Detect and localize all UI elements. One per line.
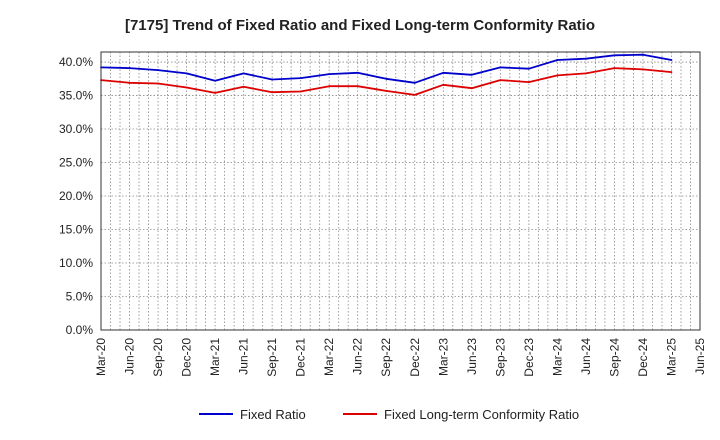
series-0-point: [185, 72, 188, 75]
y-tick-label: 20.0%: [59, 189, 93, 203]
x-tick-label: Mar-25: [664, 338, 678, 376]
series-1-point: [670, 71, 673, 73]
series-0-point: [128, 67, 131, 69]
series-0-point: [271, 78, 274, 81]
y-tick-label: 10.0%: [59, 256, 93, 270]
plot-frame: [100, 51, 701, 331]
x-tick-label: Mar-23: [436, 338, 450, 376]
x-tick-label: Sep-20: [151, 338, 165, 377]
series-1-point: [185, 86, 188, 89]
x-tick-label: Sep-21: [265, 338, 279, 377]
x-tick-label: Jun-22: [351, 338, 365, 375]
series-0-point: [613, 54, 616, 57]
series-0-point: [214, 79, 216, 82]
plot-background: [101, 52, 700, 330]
series-0-point: [527, 67, 530, 70]
x-tick-label: Mar-21: [208, 338, 222, 376]
series-0-point: [585, 57, 587, 60]
series-1-point: [527, 81, 530, 84]
x-tick-label: Jun-24: [579, 338, 593, 375]
axes: 0.0% 5.0% 10.0% 15.0% 20.0% 25.0% 30.0% 35.0% 40…: [59, 51, 707, 377]
chart-title: [7175] Trend of Fixed Ratio and Fixed Lo…: [125, 17, 595, 34]
y-tick-label: 25.0%: [59, 156, 93, 170]
legend: Fixed Ratio Fixed Long-term Conformity Ra…: [199, 407, 579, 422]
series-0-point: [442, 71, 445, 74]
series-0-point: [242, 72, 245, 75]
x-tick-label: Dec-20: [180, 338, 194, 377]
series-1-point: [556, 74, 559, 77]
x-tick-label: Mar-22: [322, 338, 336, 376]
x-tick-label: Dec-23: [522, 338, 536, 377]
series-1-point: [356, 85, 359, 88]
y-tick-label: 5.0%: [66, 290, 94, 304]
grid-lines: [100, 52, 701, 331]
y-tick-label: 35.0%: [59, 89, 93, 103]
series-1-point: [499, 79, 502, 82]
series-0-point: [328, 73, 331, 76]
x-tick-label: Jun-21: [237, 338, 251, 375]
y-tick-label: 0.0%: [66, 323, 94, 337]
x-tick-label: Dec-24: [636, 338, 650, 377]
x-tick-label: Jun-23: [465, 338, 479, 375]
x-tick-label: Mar-24: [550, 338, 564, 376]
legend-label-0: Fixed Ratio: [240, 407, 306, 422]
series-0-point: [556, 59, 559, 61]
series-1-point: [470, 87, 473, 90]
series-0-point: [157, 69, 159, 71]
plot-area: [101, 52, 700, 330]
series-1-point: [157, 82, 159, 85]
x-tick-label: Dec-22: [408, 338, 422, 377]
series-1-point: [585, 72, 587, 75]
series-0-point: [385, 77, 388, 80]
series-1-point: [271, 91, 274, 94]
series-0-point: [670, 59, 673, 61]
y-tick-label: 15.0%: [59, 223, 93, 237]
series-1-point: [642, 68, 644, 71]
series-lines: [100, 53, 673, 96]
series-0-point: [413, 81, 416, 84]
series-0-point: [299, 77, 302, 80]
x-tick-label: Jun-25: [693, 338, 707, 375]
series-1-point: [442, 83, 445, 86]
series-1-point: [413, 93, 416, 96]
x-tick-label: Dec-21: [294, 338, 308, 377]
x-tick-label: Sep-24: [607, 338, 621, 377]
series-1-point: [128, 81, 131, 84]
legend-label-1: Fixed Long-term Conformity Ratio: [384, 407, 579, 422]
x-tick-label: Jun-20: [123, 338, 137, 375]
series-1-point: [328, 85, 331, 88]
series-1-point: [214, 91, 216, 94]
y-tick-label: 30.0%: [59, 122, 93, 136]
series-1-point: [385, 89, 388, 92]
y-tick-label: 40.0%: [59, 55, 93, 69]
x-tick-label: Sep-22: [379, 338, 393, 377]
x-tick-label: Sep-23: [493, 338, 507, 377]
series-1-point: [242, 85, 245, 88]
series-0-point: [499, 66, 502, 69]
x-tick-label: Mar-20: [94, 338, 108, 376]
series-0-point: [356, 71, 359, 74]
series-1-point: [299, 90, 302, 93]
series-1-point: [613, 67, 616, 69]
series-0-point: [642, 53, 644, 56]
series-0-point: [470, 73, 473, 76]
